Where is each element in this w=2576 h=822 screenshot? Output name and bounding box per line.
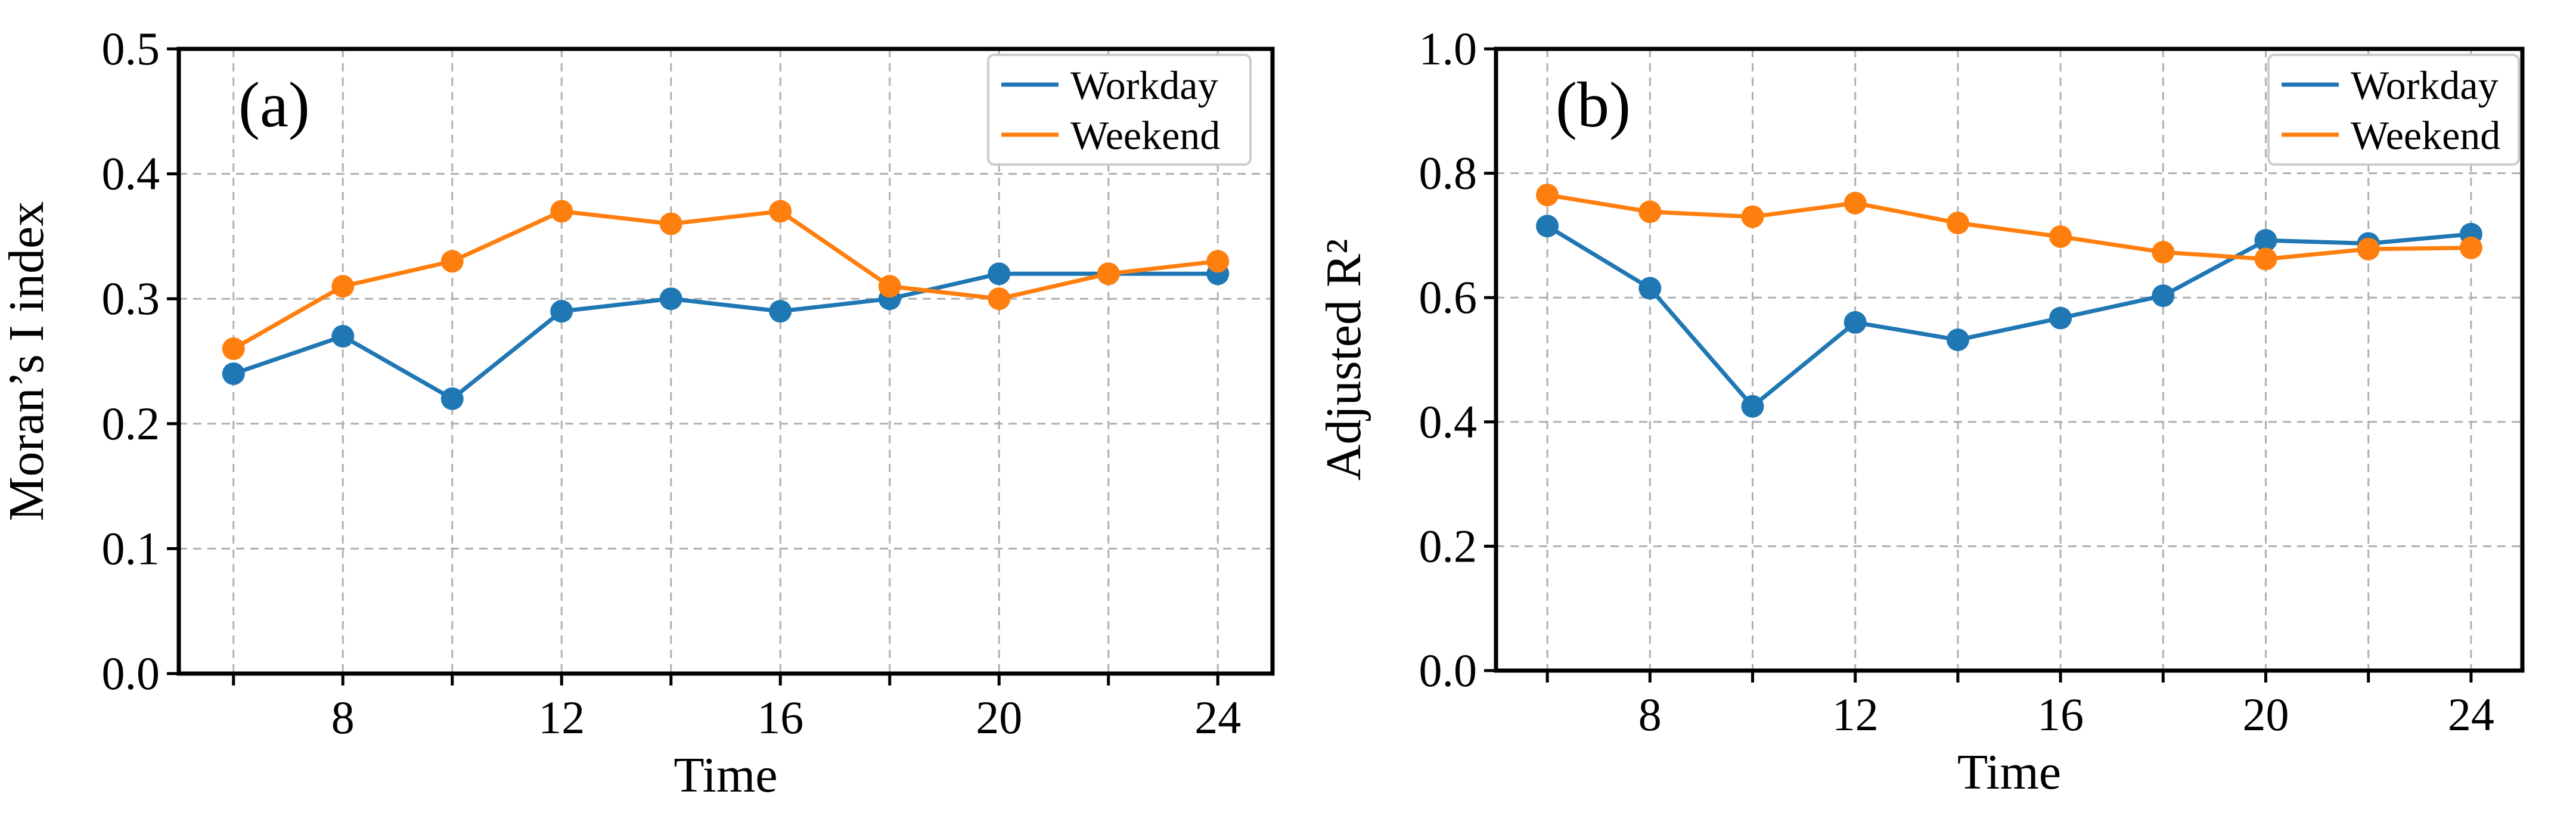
x-tick-label: 20 bbox=[976, 691, 1022, 743]
data-point-weekend bbox=[1536, 184, 1559, 207]
legend-box bbox=[2267, 54, 2520, 166]
data-point-workday bbox=[769, 300, 792, 323]
chart-panel-1: 8 12 16 20 24 0.0 0.1 0.2 0.3 0.4 0.5 Time Moran’s I… bbox=[0, 23, 1275, 803]
data-point-weekend bbox=[222, 337, 245, 361]
y-axis-label: Adjusted R² bbox=[1316, 239, 1371, 481]
legend-label-weekend: Weekend bbox=[1070, 113, 1220, 158]
panel-label: (a) bbox=[238, 70, 310, 141]
data-point-workday bbox=[1536, 215, 1559, 238]
x-tick-label: 24 bbox=[2448, 688, 2494, 740]
data-point-weekend bbox=[1638, 200, 1662, 224]
plot-frame bbox=[176, 46, 1275, 676]
legend-label-workday: Workday bbox=[1070, 63, 1218, 108]
data-point-workday bbox=[988, 262, 1011, 286]
series-line-workday bbox=[232, 271, 1218, 402]
series-line-weekend bbox=[232, 209, 1218, 351]
data-point-workday bbox=[440, 387, 464, 410]
data-point-weekend bbox=[2459, 236, 2482, 259]
y-tick-label: 0.4 bbox=[102, 148, 160, 200]
data-point-workday bbox=[2152, 284, 2175, 308]
data-point-workday bbox=[550, 300, 573, 323]
data-point-weekend bbox=[2357, 237, 2380, 260]
y-tick-label: 0.0 bbox=[102, 647, 160, 699]
data-point-weekend bbox=[1097, 262, 1120, 286]
x-tick-label: 24 bbox=[1194, 691, 1241, 743]
data-point-workday bbox=[1741, 395, 1764, 418]
data-point-weekend bbox=[2254, 247, 2277, 271]
data-point-weekend bbox=[1946, 212, 1969, 235]
y-tick-label: 1.0 bbox=[1419, 23, 1478, 75]
data-point-weekend bbox=[440, 250, 464, 273]
data-point-workday bbox=[2254, 229, 2277, 252]
y-tick-label: 0.5 bbox=[102, 23, 160, 75]
x-tick-label: 20 bbox=[2243, 688, 2289, 740]
y-axis-label: Moran’s I index bbox=[0, 201, 54, 522]
data-point-weekend bbox=[550, 200, 573, 223]
x-tick-label: 16 bbox=[757, 691, 803, 743]
data-point-weekend bbox=[1843, 191, 1867, 215]
data-point-weekend bbox=[659, 212, 682, 235]
data-point-workday bbox=[1638, 277, 1662, 300]
series-line-weekend bbox=[1547, 193, 2471, 262]
data-point-weekend bbox=[1206, 250, 1230, 273]
y-tick-label: 0.2 bbox=[1419, 520, 1478, 572]
chart-panel-2: 8 12 16 20 24 0.0 0.2 0.4 0.6 0.8 1.0 Time Adjusted … bbox=[1316, 23, 2525, 800]
y-tick-label: 0.3 bbox=[102, 272, 160, 324]
data-point-workday bbox=[331, 325, 355, 348]
data-point-weekend bbox=[331, 275, 355, 298]
data-point-workday bbox=[2049, 306, 2072, 330]
data-point-workday bbox=[1843, 311, 1867, 334]
legend: Workday Weekend bbox=[987, 54, 1252, 166]
y-tick-label: 0.6 bbox=[1419, 271, 1478, 323]
y-tick-label: 0.0 bbox=[1419, 644, 1478, 696]
series-line-workday bbox=[1546, 224, 2472, 410]
data-point-workday bbox=[659, 287, 682, 311]
legend: Workday Weekend bbox=[2267, 54, 2520, 166]
legend-label-weekend: Weekend bbox=[2351, 113, 2500, 158]
x-tick-label: 8 bbox=[1638, 688, 1662, 740]
data-point-weekend bbox=[1741, 205, 1764, 228]
panel-label: (b) bbox=[1556, 70, 1631, 141]
y-tick-label: 0.1 bbox=[102, 522, 160, 574]
data-point-weekend bbox=[878, 275, 901, 298]
data-point-weekend bbox=[2049, 225, 2072, 248]
y-tick-label: 0.4 bbox=[1419, 396, 1478, 448]
y-tick-label: 0.8 bbox=[1419, 147, 1478, 199]
data-point-workday bbox=[1946, 328, 1969, 352]
data-point-weekend bbox=[769, 200, 792, 223]
x-axis-label: Time bbox=[1957, 745, 2061, 800]
data-point-weekend bbox=[988, 287, 1011, 311]
x-tick-label: 8 bbox=[331, 691, 355, 743]
x-tick-label: 12 bbox=[1832, 688, 1879, 740]
legend-box bbox=[987, 54, 1252, 166]
data-point-workday bbox=[222, 362, 245, 385]
legend-label-workday: Workday bbox=[2351, 63, 2499, 108]
data-point-weekend bbox=[2152, 241, 2175, 264]
plot-frame bbox=[1494, 46, 2525, 673]
y-tick-label: 0.2 bbox=[102, 398, 160, 449]
x-axis-label: Time bbox=[674, 747, 777, 803]
x-tick-label: 12 bbox=[538, 691, 585, 743]
x-tick-label: 16 bbox=[2037, 688, 2084, 740]
